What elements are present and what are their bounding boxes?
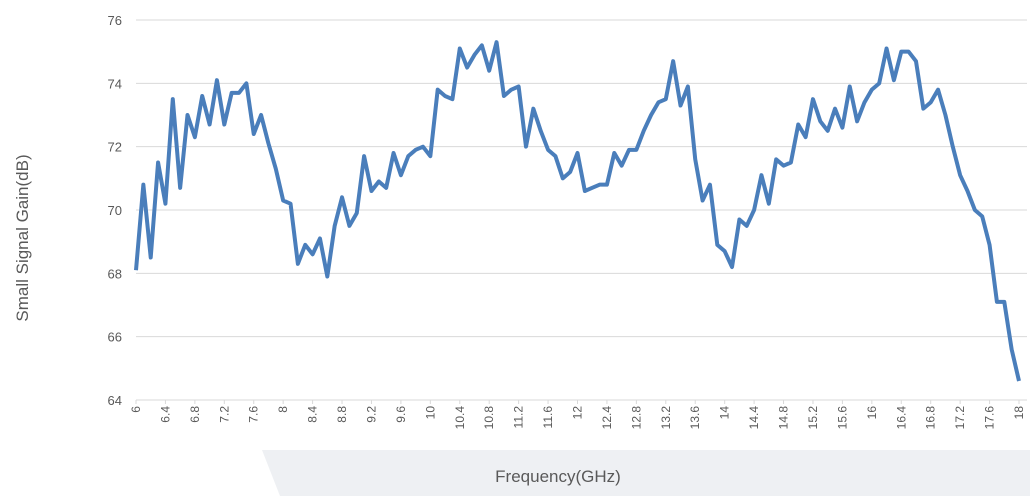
x-tick-label: 8.4 <box>306 406 320 423</box>
x-tick-label: 12.4 <box>600 406 614 430</box>
x-tick-label: 16.8 <box>924 406 938 430</box>
y-tick-label: 68 <box>108 266 122 281</box>
x-tick-label: 14.8 <box>777 406 791 430</box>
x-tick-label: 10.8 <box>482 406 496 430</box>
x-tick-label: 14 <box>718 406 732 420</box>
y-tick-label: 76 <box>108 13 122 28</box>
x-tick-label: 9.2 <box>364 406 378 423</box>
x-tick-label: 17.6 <box>983 406 997 430</box>
x-tick-label: 7.2 <box>217 406 231 423</box>
x-tick-label: 8.8 <box>335 406 349 423</box>
y-tick-label: 70 <box>108 203 122 218</box>
y-tick-label: 66 <box>108 330 122 345</box>
x-axis-title: Frequency(GHz) <box>495 467 621 486</box>
x-tick-label: 16.4 <box>894 406 908 430</box>
x-tick-label: 10.4 <box>453 406 467 430</box>
x-tick-label: 15.2 <box>806 406 820 430</box>
x-tick-label: 12.8 <box>629 406 643 430</box>
x-tick-label: 10 <box>423 406 437 420</box>
x-tick-label: 12 <box>571 406 585 420</box>
x-tick-label: 9.6 <box>394 406 408 423</box>
line <box>134 40 1021 382</box>
y-tick-label: 74 <box>108 76 122 91</box>
x-tick-label: 6 <box>129 406 143 413</box>
x-tick-label: 11.2 <box>512 406 526 429</box>
x-tick-label: 15.6 <box>835 406 849 430</box>
x-tick-label: 6.8 <box>188 406 202 423</box>
x-tick-label: 14.4 <box>747 406 761 430</box>
x-tick-label: 13.2 <box>659 406 673 430</box>
y-tick-label: 72 <box>108 140 122 155</box>
x-tick-label: 11.6 <box>541 406 555 429</box>
axis-title-band <box>262 450 1030 496</box>
x-tick-label: 8 <box>276 406 290 413</box>
x-tick-label: 6.4 <box>158 406 172 423</box>
x-tick-label: 17.2 <box>953 406 967 430</box>
x-tick-label: 16 <box>865 406 879 420</box>
x-tick-label: 18 <box>1012 406 1026 420</box>
y-axis-title: Small Signal Gain(dB) <box>13 154 32 321</box>
x-tick-label: 7.6 <box>247 406 261 423</box>
y-tick-label: 64 <box>108 393 122 408</box>
x-tick-label: 13.6 <box>688 406 702 430</box>
